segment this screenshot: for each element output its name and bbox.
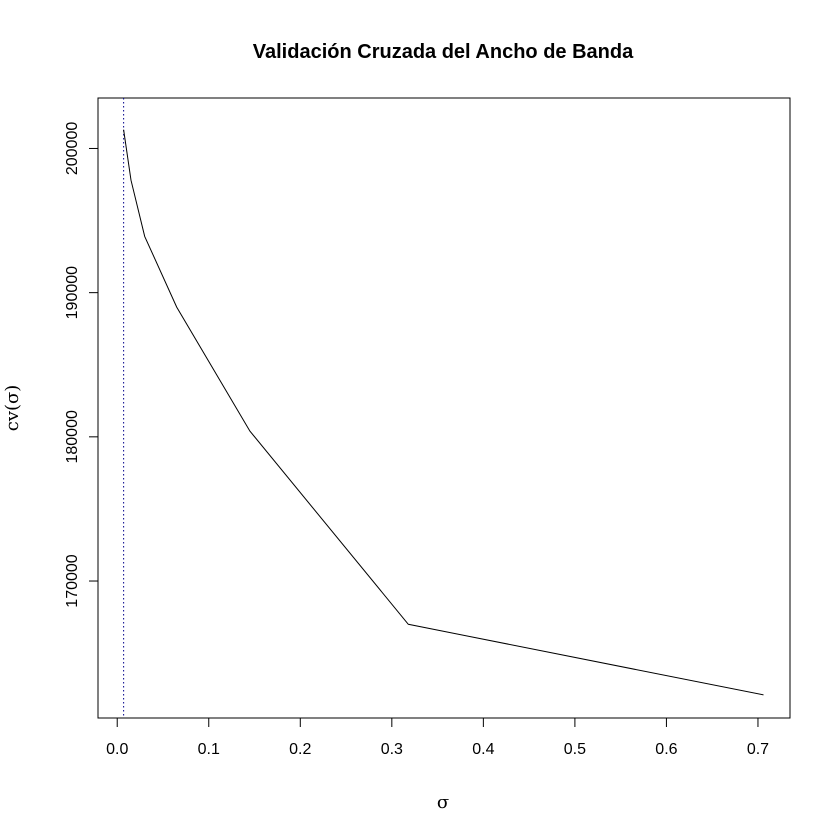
plot-frame xyxy=(97,97,791,719)
x-tick-label: 0.0 xyxy=(106,741,128,758)
x-tick-label: 0.4 xyxy=(472,741,494,758)
y-tick-label: 180000 xyxy=(64,410,81,463)
x-tick-label: 0.6 xyxy=(655,741,677,758)
x-tick-label: 0.1 xyxy=(198,741,220,758)
cv-series-line xyxy=(123,129,764,696)
x-tick-label: 0.5 xyxy=(564,741,586,758)
y-tick-label: 190000 xyxy=(64,266,81,319)
x-axis: 0.0 0.1 0.2 0.3 0.4 0.5 0.6 0.7 xyxy=(106,717,769,758)
x-tick-label: 0.7 xyxy=(747,741,769,758)
x-tick-label: 0.3 xyxy=(381,741,403,758)
chart-title: Validación Cruzada del Ancho de Banda xyxy=(253,41,634,63)
x-axis-label: σ xyxy=(437,792,449,813)
y-tick-label: 170000 xyxy=(64,554,81,607)
plot-area xyxy=(123,98,764,718)
y-tick-label: 200000 xyxy=(64,122,81,175)
y-axis-label: cv(σ) xyxy=(2,385,23,432)
x-tick-label: 0.2 xyxy=(289,741,311,758)
y-axis: 170000 180000 190000 200000 xyxy=(64,122,99,608)
